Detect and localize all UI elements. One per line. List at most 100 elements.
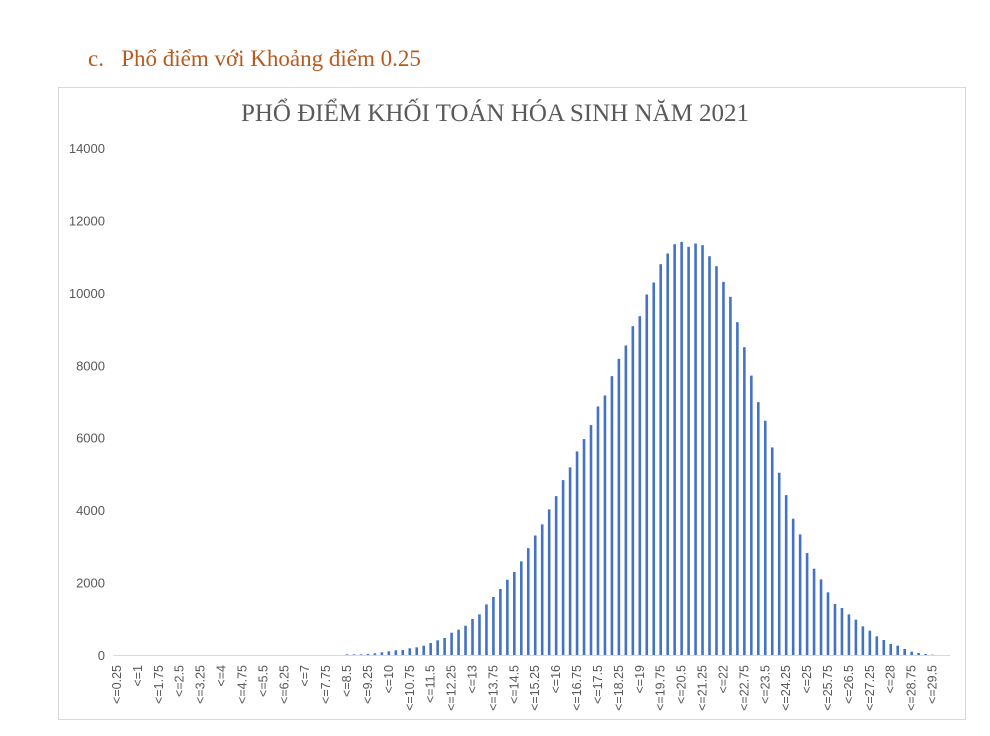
bar — [408, 648, 412, 655]
bar — [819, 579, 823, 655]
bar — [770, 447, 774, 655]
bar — [450, 632, 453, 655]
x-tick-label: <=26.5 — [842, 665, 856, 704]
y-tick-label: 4000 — [76, 503, 105, 518]
bar — [547, 509, 551, 655]
x-tick-label: <=14.5 — [507, 665, 521, 704]
x-tick-label: <=20.5 — [675, 665, 689, 704]
x-tick-label: <=25 — [800, 665, 814, 694]
bar — [394, 650, 398, 655]
bar — [777, 472, 781, 655]
bar — [359, 654, 363, 655]
bar — [373, 653, 377, 655]
x-tick-label: <=23.5 — [758, 665, 772, 704]
x-tick-label: <=16.75 — [570, 665, 584, 711]
bar — [882, 640, 886, 655]
bar — [443, 638, 446, 655]
bar — [917, 653, 920, 655]
bar — [868, 630, 872, 655]
bar — [352, 654, 356, 655]
y-tick-label: 2000 — [76, 576, 105, 591]
bar — [875, 636, 879, 655]
bar — [729, 296, 732, 655]
bar — [861, 626, 865, 655]
bar — [638, 316, 642, 655]
x-tick-label: <=10.75 — [403, 665, 417, 711]
bar — [763, 420, 767, 655]
bar — [499, 589, 502, 655]
x-tick-label: <=4.75 — [235, 665, 249, 704]
x-tick-label: <=29.5 — [926, 665, 940, 704]
bar — [889, 643, 893, 655]
bar — [415, 647, 419, 655]
bar — [708, 256, 711, 655]
bar — [624, 345, 628, 655]
bar — [645, 294, 649, 655]
x-tick-label: <=13.75 — [486, 665, 500, 711]
bar — [701, 245, 704, 655]
bar — [519, 561, 523, 655]
x-tick-label: <=7 — [298, 665, 312, 687]
bar — [568, 467, 572, 655]
bar — [631, 326, 635, 655]
x-tick-label: <=21.25 — [696, 665, 710, 711]
x-tick-label: <=17.5 — [591, 665, 605, 704]
bar — [540, 524, 544, 655]
bar — [526, 548, 530, 655]
x-tick-label: <=19.75 — [654, 665, 668, 711]
y-tick-label: 6000 — [76, 431, 105, 446]
x-tick-label: <=12.25 — [445, 665, 459, 711]
x-tick-label: <=19 — [633, 665, 647, 694]
bar — [840, 608, 844, 655]
x-tick-label: <=2.5 — [173, 665, 187, 697]
x-tick-label: <=7.75 — [319, 665, 333, 704]
bar — [554, 496, 558, 655]
x-tick-label: <=18.25 — [612, 665, 626, 711]
bar — [673, 244, 676, 655]
x-tick-label: <=22 — [716, 665, 730, 694]
bar — [582, 439, 586, 655]
x-tick-label: <=24.25 — [779, 665, 793, 711]
x-tick-label: <=1.75 — [152, 665, 166, 704]
bar — [429, 643, 432, 655]
bar — [422, 645, 426, 655]
bar — [826, 592, 830, 655]
bar — [345, 654, 349, 655]
bar — [513, 572, 516, 655]
x-tick-label: <=1 — [131, 665, 145, 687]
bar — [743, 347, 746, 655]
bar — [464, 625, 467, 655]
bar — [617, 358, 621, 655]
chart-area — [58, 87, 966, 720]
x-tick-label: <=3.25 — [194, 665, 208, 704]
bar — [687, 246, 690, 656]
x-tick-label: <=10 — [382, 665, 396, 694]
bar — [784, 495, 788, 655]
x-tick-label: <=0.25 — [110, 665, 124, 704]
bar — [471, 619, 474, 655]
x-tick-label: <=16 — [549, 665, 563, 694]
x-tick-label: <=9.25 — [361, 665, 375, 704]
bar — [805, 553, 809, 655]
bar — [575, 451, 579, 655]
bar — [903, 648, 906, 655]
bar — [757, 402, 760, 655]
x-tick-label: <=13 — [465, 665, 479, 694]
bar — [798, 534, 802, 655]
bar — [533, 535, 537, 655]
bar — [910, 651, 913, 655]
y-tick-label: 14000 — [69, 141, 105, 156]
bar — [485, 604, 488, 655]
bar — [896, 645, 900, 655]
bar — [854, 619, 858, 655]
bar — [610, 376, 614, 655]
bar — [680, 241, 683, 655]
x-tick-label: <=15.25 — [528, 665, 542, 711]
x-tick-label: <=8.5 — [340, 665, 354, 697]
bar — [506, 579, 509, 655]
x-tick-label: <=28 — [884, 665, 898, 694]
bar — [652, 282, 656, 655]
x-tick-label: <=27.25 — [863, 665, 877, 711]
bar — [715, 266, 718, 655]
bar — [722, 281, 725, 655]
